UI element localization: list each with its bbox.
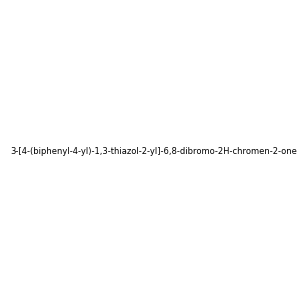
Text: 3-[4-(biphenyl-4-yl)-1,3-thiazol-2-yl]-6,8-dibromo-2H-chromen-2-one: 3-[4-(biphenyl-4-yl)-1,3-thiazol-2-yl]-6… — [10, 147, 297, 156]
